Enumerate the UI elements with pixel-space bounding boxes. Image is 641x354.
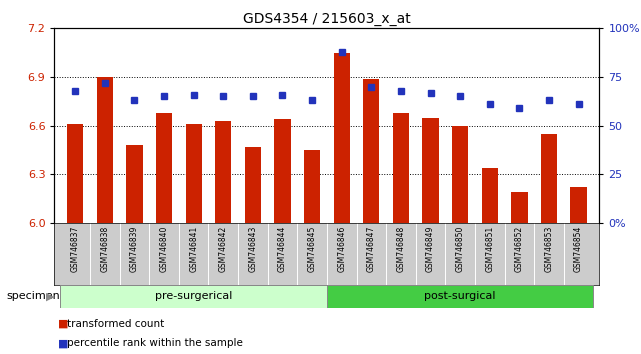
Text: GSM746847: GSM746847 xyxy=(367,226,376,273)
Text: post-surgical: post-surgical xyxy=(424,291,496,302)
Text: GSM746840: GSM746840 xyxy=(160,226,169,273)
Text: GSM746850: GSM746850 xyxy=(456,226,465,273)
Text: specimen: specimen xyxy=(6,291,60,302)
Bar xyxy=(393,113,409,223)
Text: transformed count: transformed count xyxy=(67,319,165,329)
Bar xyxy=(541,134,557,223)
Text: GSM746852: GSM746852 xyxy=(515,226,524,272)
Bar xyxy=(422,118,438,223)
Text: ■: ■ xyxy=(58,338,68,348)
Bar xyxy=(60,285,327,308)
Bar xyxy=(333,53,350,223)
Text: pre-surgerical: pre-surgerical xyxy=(155,291,232,302)
Bar xyxy=(185,124,202,223)
Text: GSM746851: GSM746851 xyxy=(485,226,494,272)
Text: GSM746848: GSM746848 xyxy=(396,226,406,272)
Text: GSM746837: GSM746837 xyxy=(71,226,79,273)
Text: percentile rank within the sample: percentile rank within the sample xyxy=(67,338,243,348)
Text: GSM746843: GSM746843 xyxy=(248,226,258,273)
Text: GSM746838: GSM746838 xyxy=(101,226,110,272)
Bar xyxy=(363,79,379,223)
Text: GSM746854: GSM746854 xyxy=(574,226,583,273)
Text: GSM746849: GSM746849 xyxy=(426,226,435,273)
Text: ▶: ▶ xyxy=(46,291,54,302)
Bar xyxy=(452,126,469,223)
Bar xyxy=(570,187,587,223)
Text: GSM746839: GSM746839 xyxy=(130,226,139,273)
Bar xyxy=(97,77,113,223)
Text: ■: ■ xyxy=(58,319,68,329)
Bar xyxy=(126,145,142,223)
Bar xyxy=(327,285,594,308)
Bar xyxy=(215,121,231,223)
Bar xyxy=(274,119,290,223)
Bar xyxy=(156,113,172,223)
Text: GSM746853: GSM746853 xyxy=(544,226,553,273)
Title: GDS4354 / 215603_x_at: GDS4354 / 215603_x_at xyxy=(243,12,411,26)
Text: GSM746846: GSM746846 xyxy=(337,226,346,273)
Bar xyxy=(245,147,261,223)
Text: GSM746842: GSM746842 xyxy=(219,226,228,272)
Bar xyxy=(512,192,528,223)
Text: GSM746844: GSM746844 xyxy=(278,226,287,273)
Text: GSM746841: GSM746841 xyxy=(189,226,198,272)
Bar xyxy=(481,168,498,223)
Bar xyxy=(304,150,320,223)
Bar xyxy=(67,124,83,223)
Text: GSM746845: GSM746845 xyxy=(308,226,317,273)
